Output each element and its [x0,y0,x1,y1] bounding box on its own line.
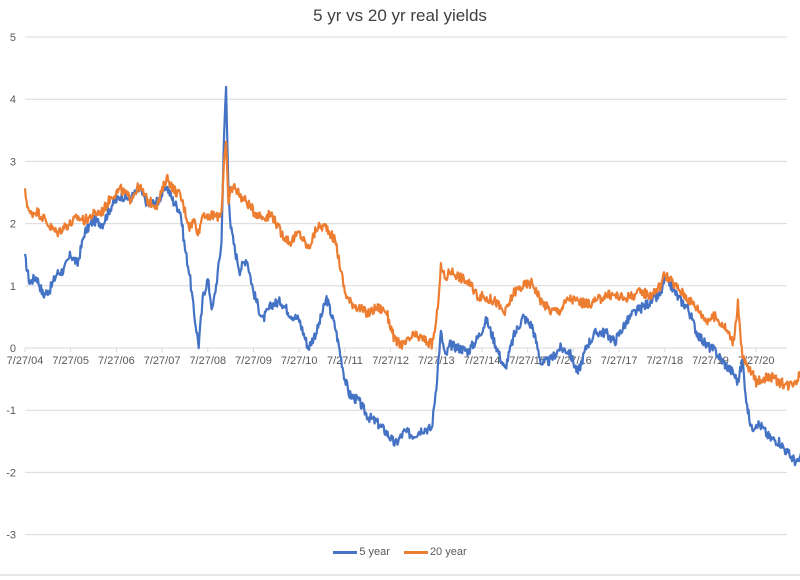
x-tick-label: 7/27/08 [189,355,226,367]
y-tick-label: 0 [10,343,16,355]
y-tick-label: 3 [10,156,16,168]
x-tick-label: 7/27/07 [144,355,181,367]
x-tick-label: 7/27/06 [98,355,135,367]
x-tick-label: 7/27/11 [327,355,363,367]
x-tick-label: 7/27/17 [601,355,638,367]
series-line-5-year [23,85,800,467]
legend-item-20-year[interactable]: 20 year [403,546,467,558]
legend-swatch-5-year [333,550,358,554]
y-tick-label: 2 [10,219,16,231]
x-axis-ticks: 7/27/04 7/27/05 7/27/06 7/27/07 7/27/08 7/27/… [7,348,775,367]
chart-bottom-border [0,574,800,576]
x-tick-label: 7/27/14 [464,355,501,367]
legend-item-5-year[interactable]: 5 year [333,546,390,558]
legend-label-20-year: 20 year [429,546,467,558]
x-tick-label: 7/27/05 [52,355,89,367]
x-tick-label: 7/27/12 [372,355,409,367]
y-tick-label: -3 [6,530,16,542]
data-series [23,85,800,467]
x-tick-label: 7/27/13 [418,355,455,367]
gridlines [25,36,787,536]
chart-title: 5 yr vs 20 yr real yields [313,6,487,25]
series-line-20-year [23,140,800,391]
legend-label-5-year: 5 year [359,546,390,558]
y-axis-ticks: 5 4 3 2 1 0 -1 -2 -3 [6,32,16,542]
x-tick-label: 7/27/10 [281,355,318,367]
x-tick-label: 7/27/09 [235,355,272,367]
y-tick-label: -2 [6,467,16,479]
y-tick-label: 5 [10,32,16,44]
y-tick-label: -1 [6,405,16,417]
x-tick-label: 7/27/15 [509,355,546,367]
y-tick-label: 4 [10,94,16,106]
legend: 5 year 20 year [0,546,800,558]
y-tick-label: 1 [10,281,16,293]
legend-swatch-20-year [403,550,428,554]
x-tick-label: 7/27/18 [646,355,683,367]
x-tick-label: 7/27/04 [7,355,44,367]
